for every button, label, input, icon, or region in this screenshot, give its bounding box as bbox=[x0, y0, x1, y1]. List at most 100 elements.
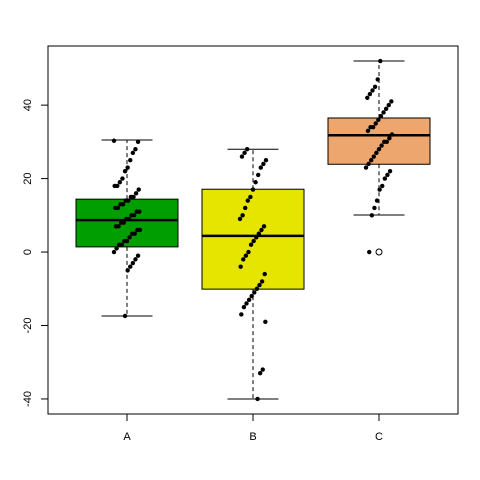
jitter-point bbox=[368, 124, 373, 130]
jitter-point bbox=[122, 238, 127, 244]
jitter-point bbox=[261, 161, 266, 167]
jitter-point bbox=[376, 117, 381, 123]
jitter-point bbox=[127, 235, 132, 240]
jitter-point bbox=[375, 77, 380, 82]
jitter-point bbox=[260, 367, 265, 372]
jitter-point bbox=[125, 165, 130, 170]
jitter-point bbox=[128, 194, 134, 200]
box bbox=[327, 117, 431, 165]
jitter-point bbox=[240, 213, 245, 218]
jitter-point bbox=[130, 260, 136, 266]
jitter-point bbox=[259, 227, 264, 233]
jitter-point bbox=[372, 84, 378, 89]
jitter-point bbox=[244, 301, 249, 306]
box bbox=[201, 188, 305, 290]
jitter-point bbox=[261, 224, 267, 229]
jitter-point bbox=[376, 147, 382, 152]
jitter-point bbox=[246, 297, 252, 302]
jitter-point bbox=[383, 106, 389, 112]
jitter-point bbox=[256, 231, 262, 236]
jitter-point bbox=[251, 238, 256, 244]
jitter-point bbox=[377, 187, 382, 192]
jitter-point bbox=[389, 132, 395, 137]
x-tick-label: B bbox=[249, 431, 256, 443]
jitter-point bbox=[380, 183, 385, 189]
jitter-point bbox=[378, 113, 384, 119]
jitter-point bbox=[125, 268, 130, 273]
jitter-point bbox=[255, 396, 260, 402]
jitter-point bbox=[246, 249, 251, 255]
x-tick-label: C bbox=[375, 431, 383, 443]
jitter-point bbox=[263, 319, 268, 325]
jitter-point bbox=[135, 227, 140, 233]
jitter-point bbox=[371, 154, 376, 159]
jitter-point bbox=[262, 271, 267, 277]
jitter-point bbox=[382, 139, 387, 145]
jitter-point bbox=[241, 257, 246, 262]
jitter-point bbox=[244, 147, 250, 152]
jitter-point bbox=[242, 150, 247, 156]
jitter-point bbox=[117, 242, 122, 247]
jitter-point bbox=[237, 216, 243, 222]
jitter-point bbox=[374, 150, 379, 156]
jitter-point bbox=[250, 187, 256, 192]
jitter-point bbox=[122, 169, 128, 174]
jitter-point bbox=[365, 128, 371, 134]
jitter-point bbox=[134, 209, 139, 214]
jitter-point bbox=[128, 158, 133, 163]
jitter-point bbox=[123, 198, 128, 203]
y-tick-label: 20 bbox=[22, 172, 34, 184]
jitter-point bbox=[111, 249, 117, 255]
y-tick-label: 40 bbox=[22, 99, 34, 111]
jitter-point bbox=[114, 246, 119, 251]
jitter-point bbox=[135, 139, 141, 145]
jitter-point bbox=[258, 165, 263, 170]
jitter-point bbox=[117, 180, 123, 185]
jitter-point bbox=[239, 312, 244, 317]
jitter-point bbox=[385, 172, 390, 178]
jitter-point bbox=[241, 304, 247, 310]
jitter-point bbox=[252, 290, 257, 295]
jitter-point bbox=[367, 91, 373, 97]
jitter-point bbox=[378, 58, 383, 64]
y-tick-label: -20 bbox=[22, 318, 34, 334]
jitter-point bbox=[366, 161, 371, 167]
y-tick-label: 0 bbox=[22, 249, 34, 255]
jitter-point bbox=[112, 183, 117, 189]
jitter-point bbox=[381, 110, 386, 115]
jitter-point bbox=[373, 121, 378, 126]
jitter-point bbox=[113, 205, 118, 211]
jitter-point bbox=[133, 191, 139, 196]
jitter-point bbox=[243, 253, 249, 258]
jitter-point bbox=[257, 371, 263, 376]
jitter-point bbox=[259, 279, 265, 284]
jitter-point bbox=[130, 231, 135, 236]
jitter-point bbox=[248, 194, 253, 200]
jitter-point bbox=[130, 150, 136, 156]
jitter-point bbox=[387, 169, 393, 174]
jitter-point bbox=[263, 158, 269, 163]
jitter-point bbox=[257, 282, 262, 288]
jitter-point bbox=[136, 187, 141, 192]
jitter-point bbox=[256, 172, 261, 178]
jitter-point bbox=[253, 180, 258, 185]
outlier bbox=[375, 248, 383, 256]
jitter-point bbox=[386, 102, 391, 108]
jitter-point bbox=[367, 249, 372, 255]
jitter-point bbox=[133, 257, 138, 262]
jitter-point bbox=[128, 264, 133, 269]
jitter-point bbox=[113, 224, 119, 229]
jitter-point bbox=[389, 99, 394, 104]
jitter-point bbox=[135, 253, 141, 258]
jitter-point bbox=[243, 205, 248, 211]
jitter-point bbox=[254, 235, 259, 240]
jitter-point bbox=[111, 138, 117, 143]
jitter-point bbox=[248, 242, 254, 247]
jitter-point bbox=[382, 176, 388, 181]
jitter-point bbox=[249, 293, 254, 299]
jitter-point bbox=[133, 147, 138, 152]
jitter-point bbox=[254, 286, 260, 291]
jitter-point bbox=[372, 205, 377, 211]
jitter-point bbox=[387, 135, 392, 141]
